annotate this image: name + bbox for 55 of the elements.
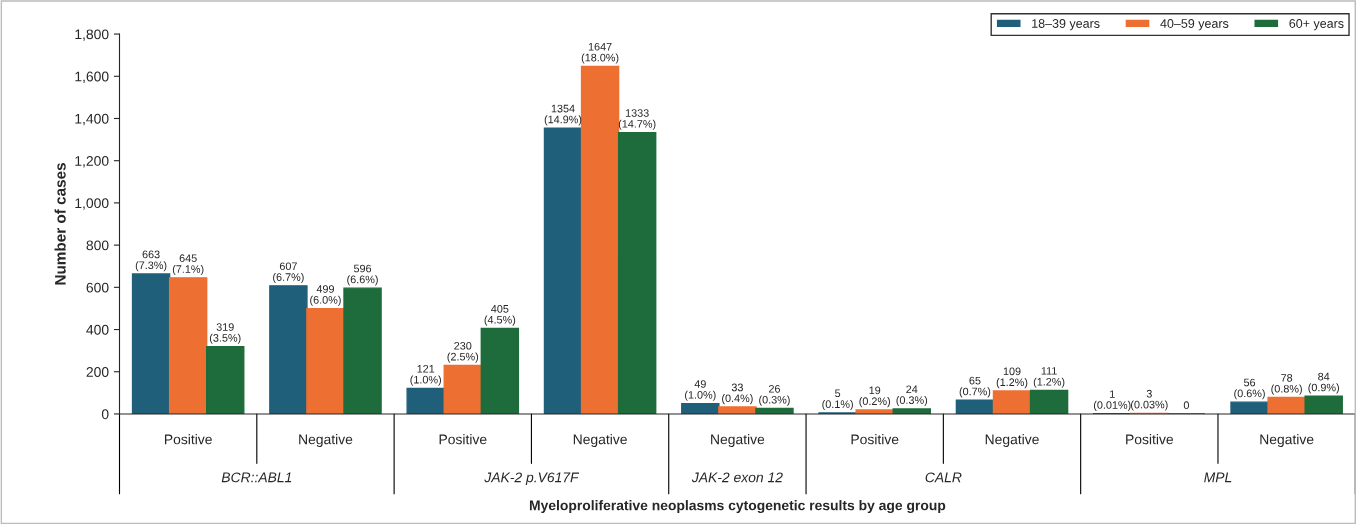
data-label: 78 (0.8%) xyxy=(1271,374,1302,395)
data-label: 319 (3.5%) xyxy=(209,323,241,344)
x-tick-label: Positive xyxy=(164,434,212,445)
data-label: 26 (0.3%) xyxy=(759,385,790,406)
y-tick-label: 800 xyxy=(86,240,109,251)
data-label: 5 (0.1%) xyxy=(822,389,853,411)
y-axis-title: Number of cases xyxy=(54,163,66,285)
data-label: 121 (1.0%) xyxy=(410,364,441,386)
data-label: 405 (4.5%) xyxy=(484,305,516,326)
data-label: 109 (1.2%) xyxy=(996,367,1028,389)
data-label: 230 (2.5%) xyxy=(447,341,479,363)
y-tick-label: 0 xyxy=(101,409,109,420)
data-label: 1647 (18.0%) xyxy=(581,42,619,64)
data-label: 111 (1.2%) xyxy=(1033,367,1065,388)
data-label: 24 (0.3%) xyxy=(896,385,928,407)
data-label: 1333 (14.7%) xyxy=(618,109,656,130)
y-tick-label: 600 xyxy=(86,282,109,293)
y-tick-label: 1,400 xyxy=(75,113,109,126)
text: JAK-2 exon 12 xyxy=(691,472,783,483)
data-label: 3 (0.03%) xyxy=(1131,389,1168,411)
data-label: 607 (6.7%) xyxy=(273,262,304,284)
x-tick-label: Negative xyxy=(299,434,353,448)
x-tick-label: Negative xyxy=(573,434,627,448)
y-tick-label: 200 xyxy=(86,367,109,377)
data-label: 33 (0.4%) xyxy=(722,383,753,405)
data-label: 84 (0.9%) xyxy=(1308,372,1339,394)
data-label: 49 (1.0%) xyxy=(685,380,716,401)
text: JAK-2 p.V617F xyxy=(484,472,580,486)
data-label: 56 (0.6%) xyxy=(1234,378,1265,400)
y-tick-label: 1,000 xyxy=(75,198,109,210)
x-axis-title: Myeloproliferative neoplasms cytogenetic results by age group xyxy=(529,500,946,514)
y-tick-label: 1,200 xyxy=(75,156,109,168)
x-tick-label: Positive xyxy=(851,434,899,445)
y-tick-label: 400 xyxy=(86,324,109,335)
x-tick-label: Positive xyxy=(1126,434,1174,445)
data-label: 1 (0.01%) xyxy=(1093,390,1131,411)
text: MPL xyxy=(1204,472,1232,483)
legend-label: 18–39 years xyxy=(1032,19,1100,31)
text: CALR xyxy=(925,472,962,483)
data-label: 65 (0.7%) xyxy=(959,376,991,398)
y-tick-label: 1,600 xyxy=(75,71,109,84)
y-tick-label: 1,800 xyxy=(75,29,109,41)
data-label: 663 (7.3%) xyxy=(135,250,167,272)
x-tick-label: Positive xyxy=(439,434,487,445)
data-label: 499 (6.0%) xyxy=(310,285,341,306)
data-label: 0 xyxy=(1183,401,1189,410)
legend-label: 60+ years xyxy=(1289,19,1344,31)
text: BCR::ABL1 xyxy=(221,472,292,483)
x-tick-label: Negative xyxy=(1260,434,1314,448)
legend-label: 40–59 years xyxy=(1160,19,1229,31)
data-label: 596 (6.6%) xyxy=(347,264,378,286)
data-label: 19 (0.2%) xyxy=(859,386,890,408)
x-tick-label: Negative xyxy=(711,434,765,448)
x-tick-label: Negative xyxy=(985,434,1039,448)
data-label: 645 (7.1%) xyxy=(172,254,204,276)
